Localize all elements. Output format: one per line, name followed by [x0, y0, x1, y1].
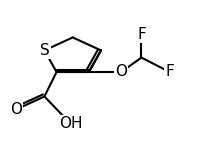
Text: OH: OH: [59, 116, 82, 131]
Text: F: F: [137, 27, 146, 42]
Text: O: O: [10, 102, 22, 117]
Text: O: O: [115, 65, 127, 79]
Text: F: F: [165, 65, 174, 79]
Text: S: S: [40, 43, 49, 58]
